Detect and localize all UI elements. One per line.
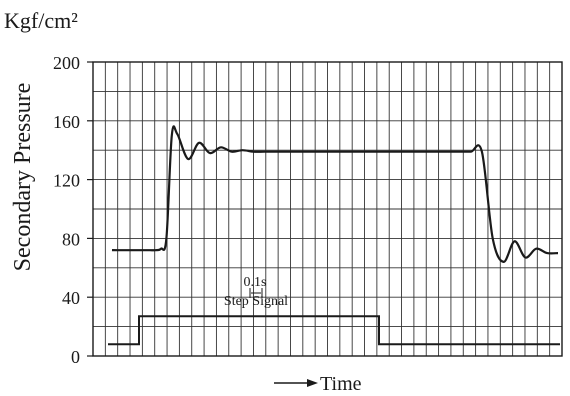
unit-label: Kgf/cm²: [4, 8, 78, 33]
time-scale-label: 0.1s: [244, 275, 267, 290]
plot-border: [92, 61, 563, 357]
secondary-pressure-line: [111, 125, 559, 263]
y-tick-label: 200: [53, 53, 80, 73]
y-axis-label: Secondary Pressure: [10, 83, 36, 272]
step-signal-label: Step Signal: [224, 294, 288, 309]
y-tick-label: 40: [62, 288, 80, 308]
y-tick-label: 160: [53, 112, 80, 132]
plot-frame: [92, 61, 563, 357]
grid: [92, 61, 563, 357]
y-tick-label: 80: [62, 229, 80, 249]
y-tick-label: 0: [71, 347, 80, 367]
y-tick-labels: 200 160 120 80 40 0: [53, 53, 93, 367]
y-tick-label: 120: [53, 171, 80, 191]
time-arrow-head: [307, 379, 318, 387]
step-signal-line: [108, 315, 560, 346]
x-axis-label: Time: [320, 373, 362, 395]
